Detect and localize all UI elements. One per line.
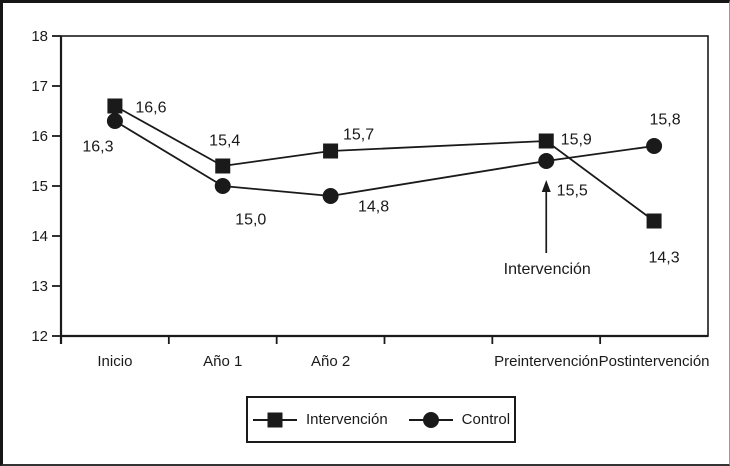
data-point-square (646, 213, 662, 229)
plot-area-border (60, 35, 709, 337)
annotation-arrow-head (541, 180, 551, 192)
legend-label-control: Control (461, 411, 511, 428)
legend-label-intervencion: Intervención (305, 411, 388, 428)
data-point-square (538, 133, 554, 149)
y-tick-label: 18 (31, 28, 48, 45)
x-tick-label: Año 1 (203, 353, 242, 370)
data-label: 14,8 (358, 199, 389, 216)
line-chart-canvas: 12 13 14 15 16 17 18 Inicio Año 1 Año 2 Preinterve… (31, 28, 710, 370)
data-point-square (107, 98, 123, 114)
data-label: 15,5 (557, 183, 588, 200)
data-label: 15,0 (235, 212, 266, 229)
data-point-circle (106, 113, 123, 129)
data-point-circle (538, 153, 555, 169)
x-tick-label: Año 2 (311, 353, 350, 370)
y-tick-label: 17 (31, 78, 48, 95)
y-tick-label: 12 (31, 328, 48, 345)
data-label: 15,7 (343, 127, 374, 144)
data-label: 15,4 (209, 133, 240, 150)
y-tick-label: 15 (31, 178, 48, 195)
data-label: 16,3 (82, 139, 113, 156)
data-label: 15,8 (650, 112, 681, 129)
y-tick-label: 13 (31, 278, 48, 295)
data-point-circle (214, 178, 231, 194)
legend-item-intervencion: Intervención (252, 411, 388, 429)
legend-item-control: Control (408, 411, 510, 429)
x-tick-label: Preintervención (494, 353, 598, 370)
data-label: 15,9 (561, 132, 592, 149)
circle-marker-icon (408, 411, 453, 428)
data-label: 14,3 (649, 250, 680, 267)
data-point-square (323, 143, 339, 159)
data-point-circle (646, 138, 663, 154)
y-tick-label: 14 (31, 228, 48, 245)
data-label: 16,6 (135, 100, 166, 117)
y-tick-label: 16 (31, 128, 48, 145)
data-point-circle (322, 188, 339, 204)
x-tick-label: Inicio (97, 353, 132, 370)
data-point-square (215, 158, 231, 174)
x-tick-label: Postintervención (599, 353, 710, 370)
square-marker-icon (252, 412, 297, 427)
annotation-label: Intervención (504, 261, 591, 278)
chart-legend: Intervención Control (246, 396, 516, 443)
